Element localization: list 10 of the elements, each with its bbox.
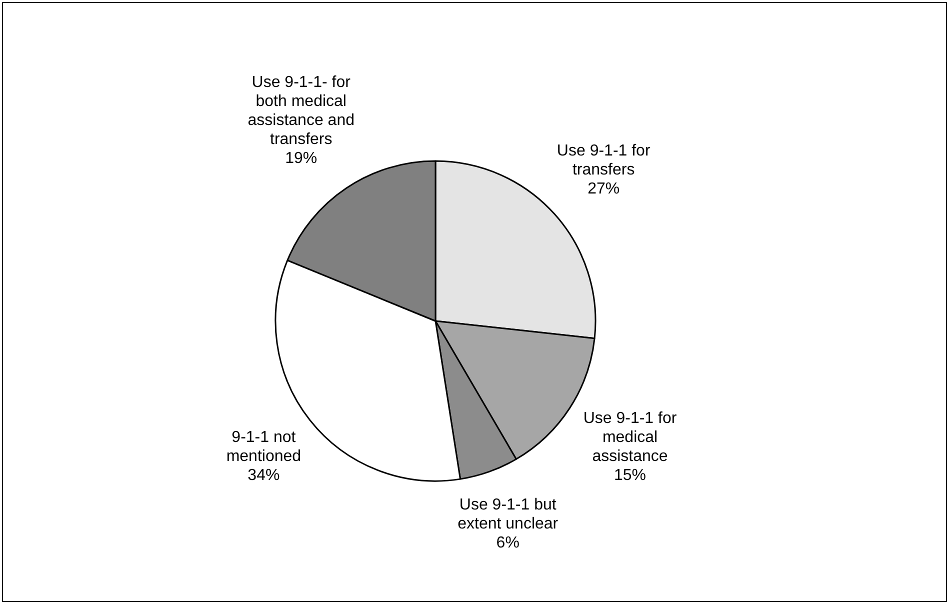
slice-label: Use 9-1-1 but extent unclear bbox=[458, 496, 559, 533]
data-label: 6% bbox=[496, 534, 520, 552]
slice-label: Use 9-1-1 for medical assistance bbox=[583, 410, 678, 466]
data-label: 19% bbox=[285, 150, 318, 168]
data-label: 34% bbox=[248, 467, 280, 484]
data-label: 27% bbox=[588, 180, 620, 198]
slice-label: Use 9-1-1- for both medical assistance and transfers bbox=[248, 74, 354, 148]
slice-label: 9-1-1 not mentioned bbox=[226, 429, 302, 466]
data-label: 15% bbox=[614, 467, 646, 484]
slice-label: Use 9-1-1 for transfers bbox=[556, 142, 651, 179]
